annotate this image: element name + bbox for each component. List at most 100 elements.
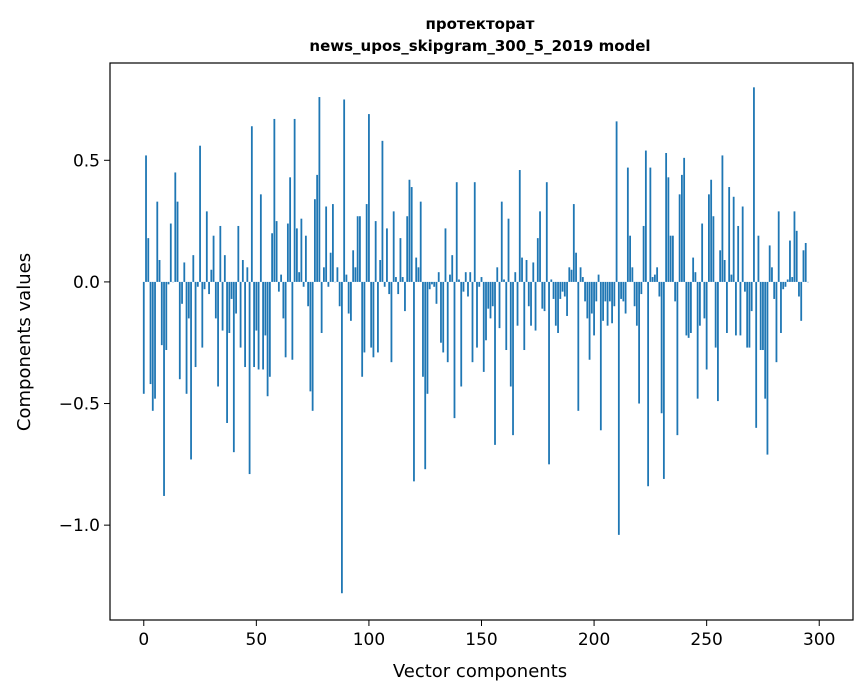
bar-component-89 xyxy=(343,99,346,282)
bar-component-136 xyxy=(449,274,451,282)
bar-component-182 xyxy=(552,281,555,299)
bar-component-15 xyxy=(176,201,179,282)
bars-group xyxy=(142,87,809,594)
bar-component-81 xyxy=(325,206,328,282)
bar-component-54 xyxy=(264,281,267,336)
bar-component-12 xyxy=(169,223,172,282)
bar-component-284 xyxy=(782,281,785,290)
bar-component-52 xyxy=(259,194,262,282)
bar-component-45 xyxy=(244,281,246,368)
y-tick-label: −1.0 xyxy=(59,516,100,536)
bar-component-188 xyxy=(566,281,568,316)
bar-component-4 xyxy=(151,281,154,411)
bar-component-281 xyxy=(775,281,778,363)
bar-component-202 xyxy=(597,274,600,282)
bar-component-129 xyxy=(433,281,436,287)
bar-component-199 xyxy=(590,281,593,314)
bar-component-47 xyxy=(248,281,251,475)
bar-component-138 xyxy=(453,281,456,419)
bar-component-79 xyxy=(320,281,323,333)
bar-component-40 xyxy=(232,281,235,453)
bar-component-211 xyxy=(617,281,620,535)
bar-component-25 xyxy=(199,145,201,282)
bar-component-68 xyxy=(295,228,298,282)
bar-component-285 xyxy=(784,281,787,287)
bar-component-147 xyxy=(473,182,476,282)
bar-component-63 xyxy=(284,281,287,358)
bar-component-98 xyxy=(363,281,366,353)
bar-component-106 xyxy=(381,140,384,282)
bar-component-260 xyxy=(728,187,731,282)
x-tick-label: 300 xyxy=(803,630,835,650)
bar-component-19 xyxy=(185,281,188,394)
bar-component-2 xyxy=(147,238,150,282)
bar-component-207 xyxy=(608,281,611,302)
bar-component-256 xyxy=(719,250,722,282)
bar-component-186 xyxy=(561,281,564,292)
bar-component-204 xyxy=(602,281,604,321)
bar-component-24 xyxy=(196,281,199,287)
bar-component-126 xyxy=(426,281,429,394)
bar-component-155 xyxy=(491,281,494,307)
bar-component-14 xyxy=(174,172,177,282)
x-tick-label: 250 xyxy=(690,630,722,650)
bar-component-137 xyxy=(451,255,454,282)
bar-component-265 xyxy=(739,281,742,336)
bar-component-197 xyxy=(586,281,589,319)
bar-component-5 xyxy=(154,281,156,399)
plot-frame xyxy=(109,62,854,621)
bar-component-209 xyxy=(613,281,616,307)
bar-component-157 xyxy=(496,267,499,282)
bar-component-272 xyxy=(755,281,758,428)
bar-component-231 xyxy=(662,281,665,479)
x-tick-label: 150 xyxy=(465,630,497,650)
bar-component-291 xyxy=(798,281,800,297)
bar-component-224 xyxy=(647,281,650,487)
bar-component-50 xyxy=(255,281,258,331)
bar-component-277 xyxy=(766,281,769,455)
bar-component-264 xyxy=(737,225,740,282)
bar-component-185 xyxy=(559,281,562,299)
bar-component-112 xyxy=(395,277,397,282)
bar-component-261 xyxy=(730,274,733,282)
bar-component-196 xyxy=(584,281,586,302)
bar-component-146 xyxy=(471,281,474,363)
bar-component-176 xyxy=(539,211,541,282)
bar-component-51 xyxy=(257,281,260,370)
bar-component-212 xyxy=(620,281,622,299)
bar-component-246 xyxy=(696,281,699,399)
bar-component-114 xyxy=(399,238,402,282)
bar-component-174 xyxy=(534,281,537,331)
bar-component-113 xyxy=(397,281,400,295)
x-tick-label: 50 xyxy=(246,630,268,650)
bar-component-127 xyxy=(428,281,431,290)
bar-component-115 xyxy=(401,277,404,282)
bar-component-162 xyxy=(507,218,510,282)
bar-component-161 xyxy=(505,281,508,351)
bar-component-235 xyxy=(671,235,674,282)
bar-component-29 xyxy=(208,281,210,295)
bar-component-171 xyxy=(527,281,530,307)
bar-component-41 xyxy=(235,281,237,314)
bar-component-245 xyxy=(694,272,697,282)
bar-component-154 xyxy=(489,281,492,319)
bar-component-255 xyxy=(717,281,719,402)
bar-component-240 xyxy=(683,157,686,282)
bar-component-153 xyxy=(487,281,490,309)
bar-component-120 xyxy=(413,281,415,482)
bar-component-76 xyxy=(313,199,316,282)
bar-component-78 xyxy=(318,97,321,282)
bar-component-42 xyxy=(237,225,240,282)
bar-component-135 xyxy=(446,281,449,363)
bar-component-169 xyxy=(523,281,526,351)
bar-component-9 xyxy=(163,281,165,496)
bar-component-213 xyxy=(622,281,625,302)
bar-component-17 xyxy=(181,281,183,304)
bar-component-279 xyxy=(771,267,773,282)
bar-component-287 xyxy=(789,240,791,282)
bar-component-269 xyxy=(748,281,751,348)
bar-component-23 xyxy=(194,281,197,368)
bar-component-214 xyxy=(624,281,627,314)
bar-component-144 xyxy=(467,281,469,297)
bar-component-55 xyxy=(266,281,269,397)
